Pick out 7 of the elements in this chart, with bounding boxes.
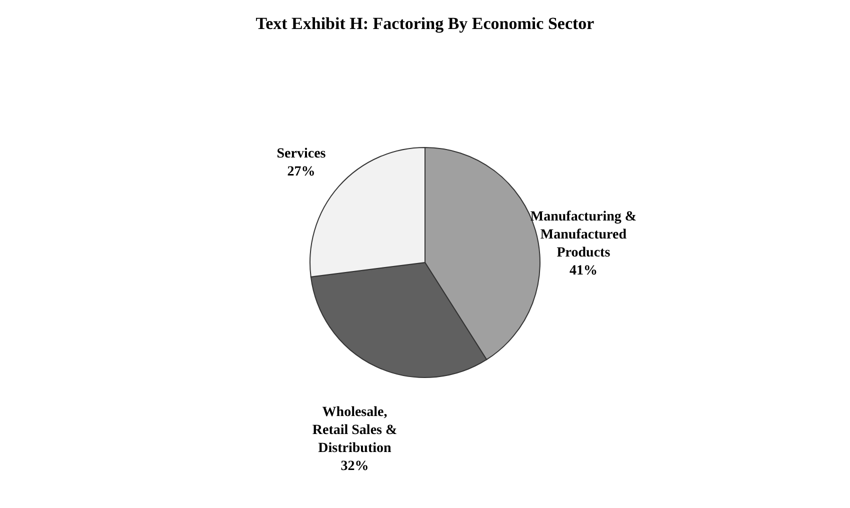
slice-label: Wholesale, Retail Sales & Distribution <box>312 404 398 456</box>
slice-label: Manufacturing & Manufactured Products <box>530 209 637 260</box>
slice-label: Services <box>276 146 326 162</box>
data-label: 27% <box>287 164 316 180</box>
data-label: 41% <box>569 263 598 278</box>
chart-title: Text Exhibit H: Factoring By Economic Sector <box>256 14 595 33</box>
data-label: 32% <box>340 458 369 474</box>
